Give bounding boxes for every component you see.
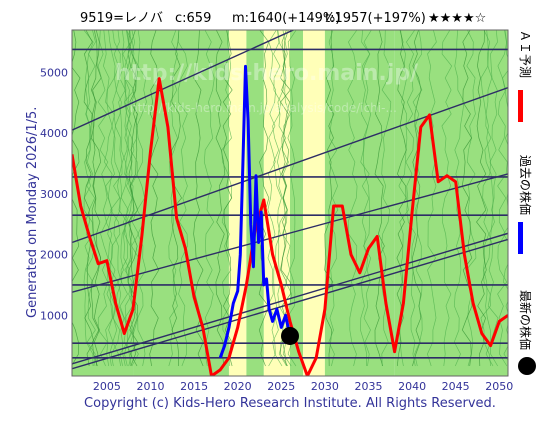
legend-ai-forecast-label: ＡＩ予測 <box>518 30 532 78</box>
texture-line-39 <box>374 30 385 367</box>
texture-line-35 <box>405 30 416 367</box>
texture-line-25 <box>465 30 477 367</box>
texture-line-37 <box>83 30 94 367</box>
x-tick-label: 2035 <box>354 380 382 393</box>
texture-line-2 <box>483 30 494 367</box>
trend-line-0 <box>72 30 296 131</box>
x-tick-label: 2015 <box>180 380 208 393</box>
texture-line-15 <box>171 30 183 367</box>
x-axis-ticks: 2005 2010 2015 2020 2025 2030 2035 2040 2045 2050 <box>93 380 513 393</box>
texture-line-16 <box>480 30 492 367</box>
legend-latest-price-label: 最新の株価 <box>518 290 533 350</box>
texture-line-56 <box>286 30 297 367</box>
y-axis-ticks: 1000 2000 3000 4000 5000 <box>40 66 68 322</box>
latest-marker <box>281 326 299 345</box>
texture-line-54 <box>83 30 95 367</box>
legend-past-price-label: 過去の株価 <box>518 155 533 215</box>
watermark-line1: http://kids-hero.main.jp/ <box>115 61 419 86</box>
x-tick-label: 2025 <box>267 380 295 393</box>
texture-line-42 <box>128 30 139 367</box>
generated-date-label: Generated on Monday 2026/1/5. <box>25 107 40 318</box>
y-tick-label: 3000 <box>40 188 68 201</box>
texture-line-11 <box>105 30 116 367</box>
texture-line-14 <box>487 30 499 367</box>
trend-line-3 <box>72 232 508 365</box>
x-tick-label: 2020 <box>224 380 252 393</box>
texture-line-28 <box>97 30 109 367</box>
texture-line-1 <box>360 30 371 367</box>
texture-line-23 <box>110 30 121 367</box>
texture-line-7 <box>168 30 178 367</box>
texture-line-32 <box>276 30 288 367</box>
watermark: http://kids-hero.main.jp/ http://kids-he… <box>115 61 419 115</box>
footer-copyright: Copyright (c) Kids-Hero Research Institu… <box>84 396 496 411</box>
texture-line-53 <box>412 30 423 367</box>
texture-line-44 <box>136 30 147 367</box>
plot-frame <box>71 29 509 377</box>
header-target-info: t:1957(+197%) <box>325 11 426 26</box>
background-band-5 <box>290 30 304 376</box>
texture-line-22 <box>362 30 372 367</box>
legend-latest-price-dot <box>518 357 536 375</box>
x-tick-label: 2005 <box>93 380 121 393</box>
header-min-info: m:1640(+149%) <box>232 11 340 26</box>
x-tick-label: 2045 <box>442 380 470 393</box>
trend-line-2 <box>72 173 508 293</box>
texture-line-46 <box>177 30 188 367</box>
ai-forecast-line <box>72 77 508 376</box>
background-band-2 <box>228 30 247 376</box>
level-lines <box>72 48 508 359</box>
texture-line-21 <box>222 30 233 367</box>
texture-line-57 <box>90 30 102 367</box>
x-tick-label: 2030 <box>311 380 339 393</box>
texture-line-50 <box>502 30 508 362</box>
texture-line-30 <box>461 30 473 367</box>
texture-line-47 <box>119 30 130 367</box>
watermark-line2: http://kids-hero.main.jp/analysis/code/i… <box>130 101 397 115</box>
texture-line-3 <box>72 30 81 366</box>
plot-area: http://kids-hero.main.jp/ http://kids-he… <box>72 30 508 376</box>
texture-line-59 <box>124 30 135 367</box>
texture-line-17 <box>398 30 409 367</box>
header-rating-stars: ★★★★☆ <box>428 11 486 26</box>
y-tick-label: 2000 <box>40 249 68 262</box>
background-band-0 <box>72 30 134 376</box>
x-tick-label: 2010 <box>136 380 164 393</box>
legend-past-price-swatch <box>518 222 523 254</box>
texture-line-19 <box>221 30 232 366</box>
latest-price-point <box>281 326 299 345</box>
texture-line-26 <box>347 30 358 367</box>
x-tick-label: 2050 <box>485 380 513 393</box>
trend-line-4 <box>72 238 508 370</box>
y-tick-label: 4000 <box>40 127 68 140</box>
x-tick-label: 2040 <box>398 380 426 393</box>
legend-ai-forecast-swatch <box>518 90 523 122</box>
series-lines <box>72 64 508 376</box>
texture-line-40 <box>441 30 453 367</box>
texture-line-41 <box>117 30 128 367</box>
legend: ＡＩ予測 過去の株価 最新の株価 <box>518 30 536 375</box>
texture-line-5 <box>103 30 114 367</box>
header-code-name: 9519=レノバ <box>80 11 163 26</box>
texture-line-38 <box>497 30 508 367</box>
texture-line-58 <box>85 30 96 367</box>
texture-line-51 <box>476 30 487 367</box>
texture-line-0 <box>280 30 291 367</box>
texture-line-52 <box>203 30 215 367</box>
texture-line-49 <box>427 30 437 367</box>
y-tick-label: 5000 <box>40 66 68 79</box>
past-price-line <box>218 64 292 359</box>
texture-line-36 <box>149 30 160 367</box>
y-tick-label: 1000 <box>40 309 68 322</box>
header-current-price: c:659 <box>175 11 211 26</box>
texture-line-18 <box>215 30 226 367</box>
texture-line-43 <box>328 30 339 367</box>
